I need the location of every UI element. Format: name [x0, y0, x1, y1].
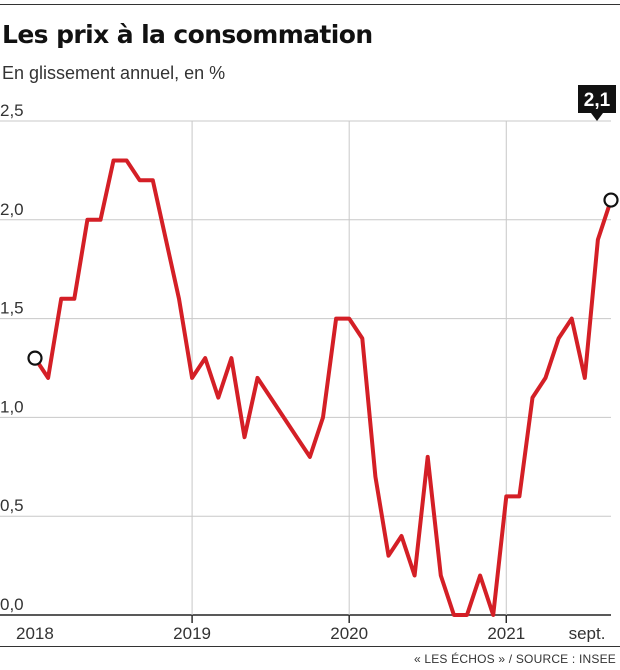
end-point-marker [603, 192, 619, 208]
x-tick-label: 2018 [16, 624, 54, 642]
top-rule [0, 4, 620, 5]
x-tick-label: 2019 [173, 624, 211, 642]
x-tick-label: 2020 [330, 624, 368, 642]
start-point-marker [27, 350, 43, 366]
y-tick-label: 0,0 [0, 595, 24, 614]
y-tick-label: 2,5 [0, 101, 24, 120]
y-tick-labels: 0,0 0,5 1,0 1,5 2,0 2,5 [0, 101, 24, 614]
y-tick-label: 0,5 [0, 496, 24, 515]
end-value-label-bg [578, 85, 616, 121]
y-tick-label: 2,0 [0, 200, 24, 219]
x-tick-label: 2021 [487, 624, 525, 642]
series-line [33, 158, 613, 617]
marker-layer [27, 192, 619, 366]
source-note: « LES ÉCHOS » / SOURCE : INSEE [413, 652, 616, 666]
chart-subtitle: En glissement annuel, en % [2, 63, 226, 83]
x-tick-label: sept. [569, 624, 606, 642]
grid-layer [0, 120, 611, 623]
y-tick-label: 1,5 [0, 299, 24, 318]
line-chart: 0,0 0,5 1,0 1,5 2,0 2,5 2018 2019 2020 2021 sept.… [0, 85, 619, 642]
bottom-rule [0, 646, 620, 647]
x-tick-labels: 2018 2019 2020 2021 sept. [16, 624, 605, 642]
end-value-label: 2,1 [578, 85, 616, 121]
chart-title: Les prix à la consommation [2, 20, 373, 49]
y-tick-label: 1,0 [0, 397, 24, 416]
end-value-label-text: 2,1 [584, 90, 611, 111]
